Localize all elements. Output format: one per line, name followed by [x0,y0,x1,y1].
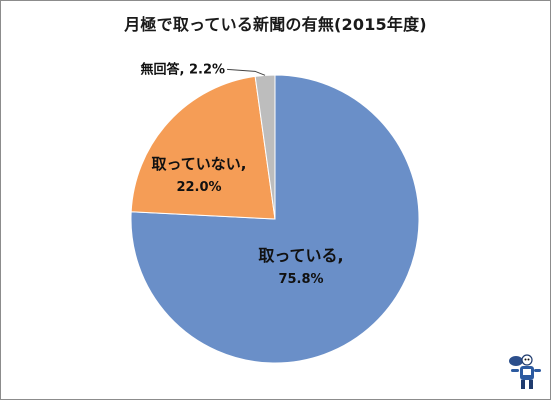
slice-label-3: 無回答, 2.2% [141,61,226,77]
slice-label-value-1: 75.8% [278,272,323,287]
slice-label-name-1: 取っている, [258,246,343,265]
leader-line-3 [227,68,266,76]
slice-label-value-2: 22.0% [176,180,221,195]
mascot-icon [509,354,541,389]
slice-label-name-2: 取っていない, [152,155,247,173]
pie-slice-2 [130,75,276,220]
chart-title: 月極で取っている新聞の有無(2015年度) [124,15,427,34]
